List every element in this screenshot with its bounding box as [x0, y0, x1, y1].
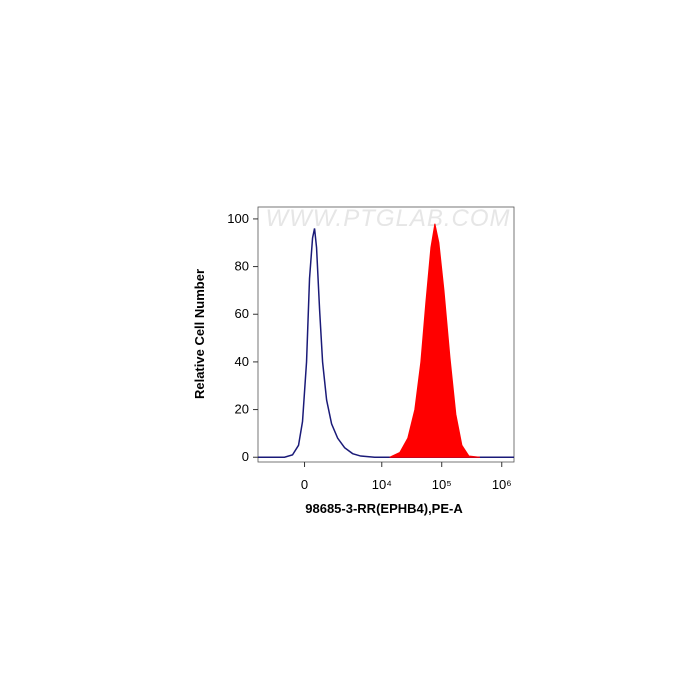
y-tick-label: 0 — [242, 449, 249, 464]
x-tick-label: 10⁶ — [492, 477, 512, 492]
x-tick-label: 10⁵ — [432, 477, 452, 492]
plot-frame — [257, 206, 515, 463]
histogram-curve — [258, 228, 514, 458]
y-tick-label: 60 — [235, 306, 249, 321]
y-axis-title: Relative Cell Number — [192, 269, 207, 399]
y-tick-label: 40 — [235, 354, 249, 369]
x-tick-label: 10⁴ — [372, 477, 392, 492]
watermark: WWW.PTGLAB.COM — [265, 205, 510, 232]
histogram-curve — [389, 223, 481, 458]
y-tick-label: 100 — [227, 211, 249, 226]
y-tick-label: 20 — [235, 402, 249, 417]
y-tick-label: 80 — [235, 259, 249, 274]
x-tick-label: 0 — [301, 477, 308, 492]
x-axis-title: 98685-3-RR(EPHB4),PE-A — [305, 501, 463, 516]
